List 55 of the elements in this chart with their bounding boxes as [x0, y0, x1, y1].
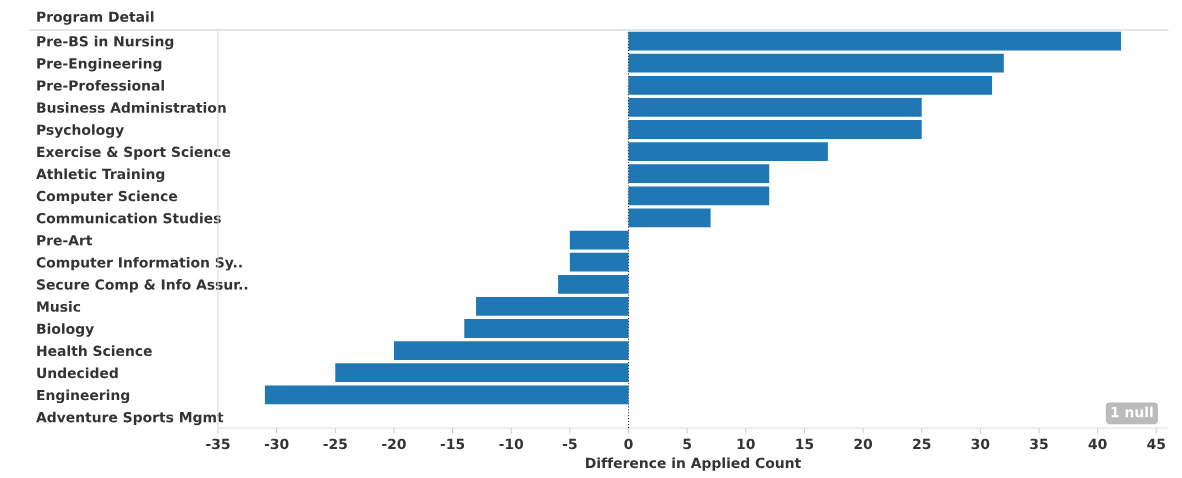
y-tick-label: Business Administration [37, 102, 226, 113]
x-tick-label: -20 [382, 438, 406, 450]
y-tick-label: Secure Comp & Info Assur.. [37, 279, 248, 293]
y-tick-label: Athletic Training [36, 168, 165, 182]
bar [569, 252, 629, 272]
y-tick-label: Pre-Professional [37, 80, 164, 91]
x-tick-label: -10 [499, 438, 524, 450]
bar [628, 120, 922, 139]
bar [628, 97, 922, 117]
x-tick-label: 35 [1030, 438, 1048, 450]
bar [335, 363, 629, 383]
y-tick-label: Communication Studies [36, 212, 221, 224]
y-axis-title: Program Detail [37, 11, 154, 25]
x-tick-label: 40 [1088, 438, 1107, 450]
bar [476, 296, 629, 316]
x-tick-label: -5 [562, 438, 577, 450]
y-tick-label: Biology [37, 323, 94, 337]
bar [628, 75, 993, 95]
y-tick-label: Computer Information Sy.. [36, 256, 242, 271]
x-tick-label: 25 [913, 438, 931, 450]
bar [628, 53, 1004, 73]
x-tick-label: -30 [264, 438, 289, 450]
y-tick-label: Music [37, 301, 81, 312]
annotation: 1 null [1111, 406, 1153, 418]
y-tick-label: Pre-Engineering [37, 57, 162, 72]
y-tick-label: Adventure Sports Mgmt [36, 411, 224, 426]
y-tick-label: Undecided [37, 367, 118, 379]
x-tick-label: 15 [796, 438, 814, 450]
x-tick-label: -25 [323, 438, 347, 450]
y-tick-label: Health Science [37, 345, 152, 357]
bar [628, 186, 770, 206]
x-axis-title: Difference in Applied Count [586, 457, 801, 471]
y-tick-label: Exercise & Sport Science [37, 146, 231, 160]
bar [569, 230, 629, 250]
y-tick-label: Pre-BS in Nursing [37, 35, 174, 50]
x-tick-label: 30 [971, 438, 990, 450]
bar [464, 319, 629, 338]
y-tick-label: Engineering [37, 389, 130, 404]
x-tick-label: 5 [683, 438, 691, 450]
bar [628, 164, 770, 184]
y-tick-label: Psychology [37, 124, 124, 138]
bar [628, 31, 1122, 51]
bar [628, 208, 711, 228]
x-tick-label: -35 [206, 438, 230, 450]
x-tick-label: 45 [1147, 438, 1165, 450]
bar [393, 341, 629, 361]
x-tick-label: 0 [624, 438, 633, 450]
x-tick-label: -15 [440, 438, 465, 450]
bar [264, 385, 629, 405]
y-tick-label: Pre-Art [37, 235, 93, 246]
y-tick-label: Computer Science [36, 190, 178, 204]
bar [558, 274, 629, 294]
x-tick-label: 10 [737, 438, 755, 450]
x-tick-label: 20 [854, 438, 873, 450]
bar [628, 142, 828, 162]
